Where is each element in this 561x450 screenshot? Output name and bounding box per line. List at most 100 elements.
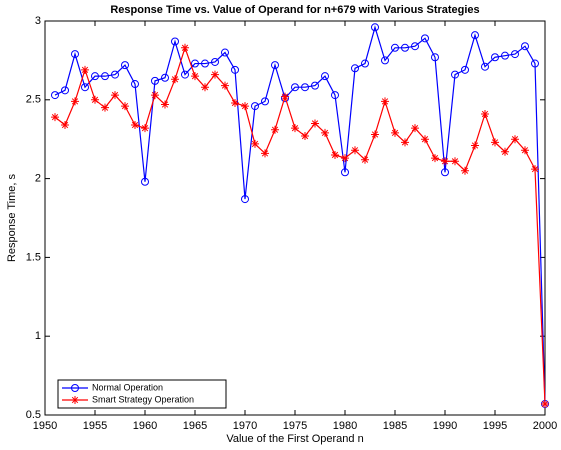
marker — [361, 155, 369, 164]
marker — [521, 42, 529, 51]
marker — [261, 97, 269, 106]
marker — [151, 76, 159, 85]
marker — [411, 124, 419, 133]
marker — [291, 124, 299, 133]
marker — [321, 72, 329, 81]
marker — [481, 109, 489, 118]
y-tick-label: 2.5 — [26, 94, 41, 106]
marker — [201, 83, 209, 92]
x-tick-label: 1995 — [483, 420, 507, 432]
marker — [451, 157, 459, 166]
marker — [461, 65, 469, 74]
legend-box — [57, 379, 227, 409]
marker — [491, 53, 499, 62]
marker — [131, 80, 139, 89]
marker — [201, 59, 209, 68]
marker — [81, 83, 89, 92]
marker — [341, 168, 349, 177]
marker — [511, 135, 519, 144]
marker — [241, 102, 249, 111]
marker — [181, 43, 189, 52]
marker — [231, 98, 239, 107]
legend-label: Normal Operation — [92, 382, 163, 392]
marker — [121, 102, 129, 111]
marker — [241, 195, 249, 204]
marker — [231, 65, 239, 74]
marker — [251, 139, 259, 148]
marker — [421, 34, 429, 43]
legend-marker — [71, 384, 79, 392]
y-axis-label: Response Time, s — [6, 173, 18, 262]
marker — [271, 61, 279, 70]
legend-marker — [71, 396, 79, 404]
series-line — [54, 25, 546, 404]
y-tick-label: 0.5 — [26, 409, 41, 421]
y-tick-label: 1.5 — [26, 251, 41, 263]
marker — [151, 91, 159, 100]
plot-area — [44, 20, 546, 416]
x-tick-label: 1955 — [83, 420, 107, 432]
marker — [101, 72, 109, 81]
marker — [51, 113, 59, 122]
y-tick-label: 1 — [35, 330, 41, 342]
marker — [471, 31, 479, 40]
x-tick-label: 1975 — [283, 420, 307, 432]
marker — [191, 72, 199, 81]
marker — [381, 56, 389, 65]
marker — [101, 103, 109, 112]
marker — [431, 53, 439, 62]
marker — [291, 83, 299, 92]
marker — [71, 97, 79, 106]
marker — [181, 70, 189, 79]
marker — [371, 23, 379, 32]
marker — [141, 124, 149, 133]
marker — [251, 102, 259, 111]
marker — [411, 42, 419, 51]
marker — [431, 154, 439, 163]
marker — [521, 146, 529, 155]
marker — [491, 138, 499, 147]
marker — [211, 70, 219, 79]
marker — [441, 168, 449, 177]
marker — [221, 81, 229, 90]
marker — [441, 157, 449, 166]
x-tick-label: 1985 — [383, 420, 407, 432]
x-tick-label: 1965 — [183, 420, 207, 432]
marker — [61, 86, 69, 95]
marker — [531, 59, 539, 68]
marker — [111, 70, 119, 79]
marker — [51, 91, 59, 100]
x-tick-label: 1970 — [233, 420, 257, 432]
marker — [171, 75, 179, 84]
y-tick-label: 2 — [35, 173, 41, 185]
x-tick-label: 2000 — [533, 420, 557, 432]
marker — [331, 150, 339, 159]
marker — [351, 64, 359, 73]
marker — [461, 166, 469, 175]
marker — [451, 70, 459, 79]
marker — [121, 61, 129, 70]
marker — [71, 50, 79, 59]
marker — [531, 165, 539, 174]
marker — [391, 43, 399, 52]
x-axis-label: Value of the First Operand n — [226, 433, 363, 445]
marker — [501, 147, 509, 156]
marker — [301, 83, 309, 92]
x-tick-label: 1980 — [333, 420, 357, 432]
marker — [421, 135, 429, 144]
legend-label: Smart Strategy Operation — [92, 394, 194, 404]
marker — [391, 128, 399, 137]
marker — [311, 81, 319, 90]
marker — [471, 141, 479, 150]
marker — [401, 43, 409, 52]
marker — [321, 128, 329, 137]
marker — [161, 100, 169, 109]
marker — [401, 138, 409, 147]
marker — [281, 92, 289, 101]
marker — [261, 149, 269, 158]
marker — [171, 37, 179, 46]
marker — [141, 177, 149, 186]
marker — [541, 399, 549, 408]
chart-title: Response Time vs. Value of Operand for n… — [110, 4, 479, 16]
